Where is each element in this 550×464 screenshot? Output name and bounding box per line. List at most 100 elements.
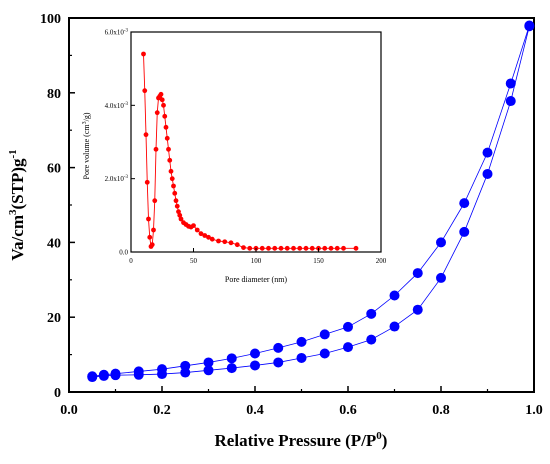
inset-x-axis-title: Pore diameter (nm) [225,275,288,284]
pore-volume-point [142,88,148,94]
pore-volume-point [202,233,208,238]
y-tick-label: 60 [47,162,61,177]
desorption-point [482,147,493,158]
pore-volume-point [144,179,150,185]
pore-volume-point [163,124,169,130]
desorption-point [366,308,377,319]
pore-volume-point [198,231,204,237]
adsorption-point [226,363,237,374]
inset-y-tick-label: 2.0x10-3 [105,175,129,183]
inset-x-tick-label: 50 [190,257,198,265]
pore-volume-point [194,227,200,233]
inset-y-tick-label: 4.0x10-3 [105,102,129,110]
pore-volume-point [328,245,334,251]
pore-volume-point [171,183,176,189]
main-ticks-layer: 0.0 0.2 0.4 0.6 0.8 1.0 0 20 40 60 80 100 [40,12,543,418]
pore-volume-point [284,245,290,251]
pore-volume-point [173,198,179,204]
x-tick-label: 0.6 [339,403,357,418]
adsorption-point [273,357,284,368]
desorption-point [226,353,237,364]
adsorption-point [250,360,260,371]
y-tick-label: 0 [54,386,61,401]
pore-volume-point [172,190,178,196]
x-tick-label: 0.4 [246,403,264,418]
main-series-layer [87,20,535,383]
adsorption-point [319,348,330,359]
x-tick-label: 0.8 [432,403,450,418]
x-tick-label: 0.0 [60,403,78,418]
desorption-point [180,360,191,371]
y-tick-label: 100 [40,12,61,27]
pore-volume-point [272,245,278,251]
inset-y-tick-label: 6.0x10-3 [105,29,129,37]
pore-volume-point [147,234,153,240]
adsorption-point [412,304,423,315]
pore-volume-point [154,110,160,116]
pore-volume-point [176,209,181,215]
y-axis-title: Va/cm3(STP)g-1 [7,149,27,260]
desorption-point [133,366,144,377]
pore-volume-point [151,227,156,233]
pore-volume-point [228,240,234,246]
adsorption-point [203,365,214,376]
pore-volume-point [159,97,165,103]
pore-volume-point [234,242,240,248]
pore-volume-point [206,234,211,240]
pore-volume-point [158,91,164,97]
pore-volume-point [297,245,303,251]
pore-volume-point [341,245,346,251]
adsorption-point [296,352,307,363]
pore-volume-point [149,242,155,248]
pore-volume-point [309,245,315,251]
pore-volume-point [152,198,158,204]
y-tick-label: 80 [47,87,61,102]
desorption-point [296,336,307,347]
pore-volume-point [168,168,174,174]
x-tick-label: 1.0 [525,403,543,418]
adsorption-point [366,334,377,345]
pore-volume-point [209,236,215,242]
pore-volume-point [174,203,180,209]
desorption-point [412,268,423,279]
desorption-point [436,237,446,248]
desorption-point [250,348,260,359]
inset-series-layer [141,51,359,251]
pore-volume-point [216,238,221,244]
desorption-point [157,364,167,375]
adsorption-point [389,321,400,332]
inset-y-tick-label: 0.0 [119,249,128,257]
pore-volume-point [353,245,359,251]
pore-volume-point [291,245,296,251]
pore-volume-point [146,216,151,222]
inset-ticks-layer: 0 50 100 150 200 0.0 2.0x10-3 4.0x10-3 6.0x10-3 [105,29,387,266]
inset-x-tick-label: 0 [129,257,133,265]
inset-chart: 0 50 100 150 2000.02.0x10-34.0x10-36.0x10-3 … [82,29,387,285]
pore-volume-point [143,132,149,138]
desorption-point [110,368,121,379]
desorption-point [343,321,353,332]
pore-volume-point [169,176,175,182]
adsorption-point [505,96,516,107]
adsorption-point [343,342,353,353]
y-tick-label: 20 [47,311,61,326]
inset-x-tick-label: 100 [251,257,262,265]
pore-volume-point [178,216,184,222]
inset-y-axis-title: Pore volume (cm3/g) [82,112,91,179]
desorption-point [87,371,98,382]
pore-volume-point [161,102,166,108]
adsorption-point [482,168,493,179]
desorption-point [459,198,470,209]
pore-volume-point [191,223,196,229]
pore-volume-point [278,245,284,251]
adsorption-point [459,226,470,237]
desorption-point [273,342,284,353]
pore-volume-point [241,245,246,251]
desorption-point [524,20,535,31]
pore-volume-point [303,245,309,251]
pore-volume-point [167,157,173,163]
pore-volume-point [247,245,253,251]
pore-volume-point [222,239,228,245]
